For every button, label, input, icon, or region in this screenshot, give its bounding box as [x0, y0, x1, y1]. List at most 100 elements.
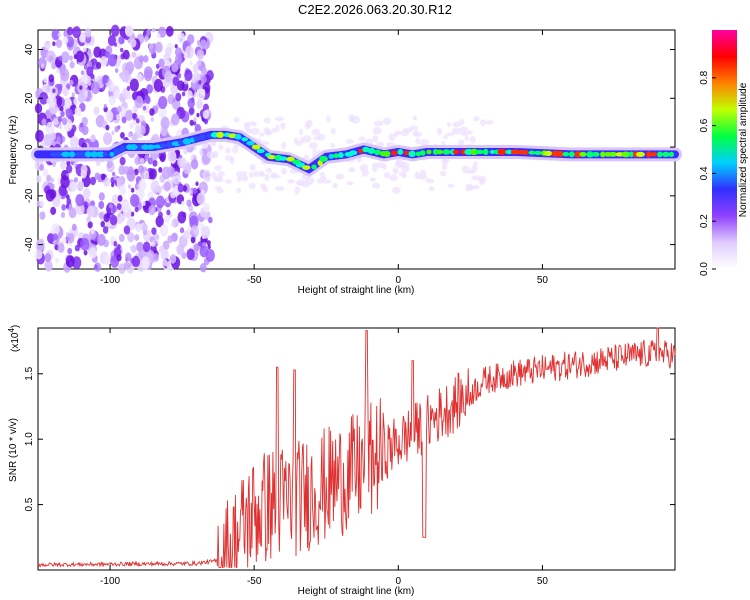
noise-blob [86, 60, 93, 68]
noise-blob [109, 214, 118, 226]
noise-blob [275, 186, 285, 192]
noise-blob [100, 220, 106, 228]
ridge-cell [241, 137, 248, 142]
noise-blob [71, 92, 75, 97]
noise-blob [46, 86, 51, 93]
noise-blob [253, 170, 259, 178]
ridge-cell [182, 138, 192, 145]
noise-blob [158, 245, 165, 253]
ridge-cell [650, 152, 658, 157]
noise-blob [197, 59, 202, 67]
noise-blob [158, 106, 167, 119]
ridge-cell [129, 144, 138, 151]
noise-blob [263, 127, 271, 135]
ridge-cell [84, 151, 92, 158]
ridge-cell [574, 151, 582, 158]
x-tick-label: 0 [396, 275, 402, 286]
noise-blob [69, 55, 73, 61]
noise-blob [68, 207, 77, 219]
noise-blob [382, 163, 387, 171]
snr-line [37, 327, 676, 568]
noise-blob [473, 116, 480, 122]
noise-blob [66, 160, 71, 166]
noise-blob [128, 122, 134, 130]
noise-blob [204, 118, 208, 125]
colorbar-tick-label: 0.4 [699, 166, 710, 180]
noise-blob [111, 130, 115, 135]
noise-blob [174, 44, 178, 49]
ridge-cell [109, 151, 115, 157]
noise-blob [43, 77, 48, 84]
noise-blob [202, 169, 211, 182]
ridge-cell [349, 150, 358, 156]
noise-blob [202, 110, 210, 119]
noise-blob [113, 42, 117, 47]
noise-blob [141, 200, 146, 207]
noise-blob [102, 226, 109, 234]
colorbar-ticks: 0.0 0.2 0.4 0.6 0.8 [699, 70, 716, 276]
ridge-cell [600, 151, 606, 158]
noise-blob [35, 238, 45, 252]
ridge-cell [68, 151, 76, 158]
noise-blob [123, 261, 130, 270]
ridge-cell [489, 149, 496, 155]
noise-blob [159, 224, 169, 237]
noise-blob [470, 184, 480, 190]
noise-blob [249, 164, 256, 171]
noise-blob [79, 85, 83, 90]
ridge-cell [55, 151, 63, 157]
noise-blob [103, 132, 113, 145]
noise-blob [42, 168, 49, 177]
noise-blob [388, 133, 396, 142]
noise-blob [115, 113, 121, 120]
ridge-cell [475, 149, 485, 155]
noise-blob [459, 126, 468, 132]
noise-blob [425, 178, 435, 184]
noise-blob [257, 171, 266, 177]
noise-blob [383, 171, 390, 179]
noise-blob [48, 74, 55, 83]
y-tick-label: -40 [24, 237, 35, 252]
spectrogram-xlabel: Height of straight line (km) [298, 285, 415, 296]
noise-blob [175, 92, 182, 102]
noise-blob [322, 179, 332, 184]
noise-blob [77, 92, 86, 104]
noise-blob [52, 233, 58, 241]
noise-blob [52, 41, 56, 47]
ridge-cell [295, 162, 305, 168]
noise-blob [74, 106, 82, 117]
noise-blob [198, 80, 202, 85]
noise-blob [401, 173, 407, 179]
noise-blob [46, 50, 56, 64]
noise-blob [443, 134, 448, 140]
noise-blob [147, 157, 153, 165]
noise-blob [134, 95, 144, 109]
noise-blob [125, 252, 132, 262]
ridge-cell [113, 148, 121, 155]
noise-blob [446, 132, 454, 137]
colorbar-gradient [712, 30, 737, 269]
ridge-cell [373, 149, 382, 156]
ridge-cell [332, 153, 340, 159]
noise-blob [375, 141, 385, 147]
noise-blob [134, 234, 140, 242]
noise-blob [142, 105, 147, 111]
ridge-cell [199, 134, 206, 140]
noise-blob [104, 51, 110, 59]
ridge-cell [251, 144, 261, 150]
noise-blob [83, 249, 88, 256]
noise-blob [412, 115, 417, 121]
noise-blob [233, 117, 240, 123]
noise-blob [130, 187, 135, 193]
noise-blob [50, 206, 57, 215]
noise-blob [79, 33, 86, 43]
noise-blob [149, 108, 155, 116]
y-tick-label: 0 [24, 144, 35, 150]
noise-blob [84, 204, 89, 210]
noise-blob [156, 239, 160, 244]
ridge-cell [436, 149, 443, 155]
ridge-cell [90, 151, 99, 158]
noise-blob [136, 73, 143, 82]
noise-blob [206, 240, 211, 246]
noise-blob [144, 36, 149, 43]
